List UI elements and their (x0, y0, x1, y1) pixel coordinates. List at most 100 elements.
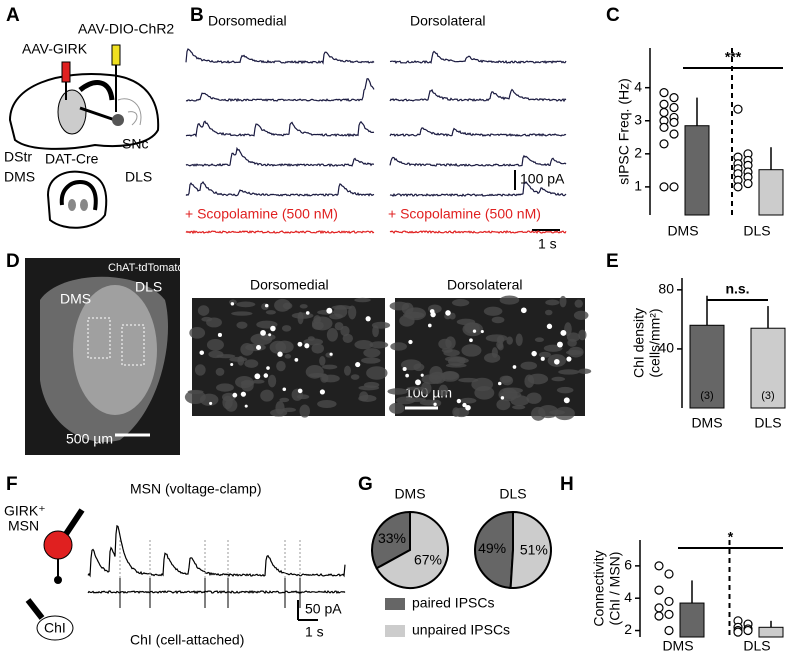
cell (305, 311, 310, 315)
texture (343, 365, 351, 376)
scale-label: 1 s (305, 624, 324, 640)
projection (78, 80, 115, 101)
cell (557, 341, 563, 348)
texture (458, 377, 479, 383)
texture (334, 322, 344, 331)
trace (389, 154, 567, 167)
x-tick-label: DLS (754, 415, 781, 431)
texture (216, 354, 236, 359)
n-label: (3) (700, 390, 713, 402)
texture (498, 387, 518, 402)
texture (438, 384, 449, 397)
texture (524, 374, 535, 388)
legend-label: unpaired IPSCs (412, 622, 510, 638)
data-point (664, 596, 674, 607)
panel-label: B (190, 5, 204, 26)
texture (559, 295, 567, 308)
scale-label: 100 pA (520, 171, 565, 187)
y-tick-label: 6 (624, 557, 632, 573)
scale-label: 50 pA (305, 601, 342, 617)
y-tick-label: 80 (658, 281, 674, 297)
y-tick-label: 40 (658, 340, 674, 356)
data-point (743, 625, 753, 636)
cell (199, 350, 205, 355)
data-point (659, 139, 669, 149)
texture (506, 336, 513, 345)
label: SNc (122, 136, 148, 152)
cell (209, 401, 213, 405)
x-tick-label: DLS (743, 638, 770, 654)
cell (319, 389, 325, 395)
y-axis-label: (cells/mm²) (647, 308, 663, 377)
texture (483, 306, 503, 316)
trace (389, 229, 567, 234)
data-point (733, 182, 743, 192)
label: DStr (4, 149, 32, 165)
data-point (669, 182, 679, 192)
texture (573, 310, 589, 320)
texture (515, 333, 523, 347)
pipette (63, 508, 85, 536)
trace (185, 120, 375, 138)
texture (544, 309, 553, 316)
texture (549, 410, 565, 415)
texture (244, 359, 259, 368)
texture (342, 333, 354, 343)
cell (402, 366, 407, 372)
texture (268, 374, 277, 388)
texture (459, 397, 477, 404)
texture (236, 321, 248, 329)
texture (578, 329, 587, 341)
title: Dorsomedial (250, 277, 329, 293)
texture (311, 343, 325, 354)
texture (443, 349, 460, 357)
data-point (654, 611, 664, 621)
panel-label: C (606, 5, 620, 26)
legend-swatch (385, 598, 405, 610)
label: GIRK⁺ (4, 503, 46, 519)
data-point (659, 107, 669, 118)
dms-site (68, 199, 76, 211)
texture (354, 297, 371, 303)
texture (359, 391, 369, 402)
texture (483, 353, 501, 363)
texture (390, 342, 407, 351)
pie-label: 33% (378, 530, 406, 546)
texture (389, 402, 405, 414)
data-point (659, 99, 669, 109)
y-axis-label: (ChI / MSN) (607, 552, 623, 626)
texture (236, 301, 256, 308)
texture (274, 298, 291, 312)
cell (462, 402, 467, 408)
cell (329, 352, 333, 356)
texture (526, 392, 542, 404)
panel-label: D (6, 251, 20, 272)
snc-dot (112, 114, 124, 126)
cell (560, 329, 567, 336)
texture (240, 342, 254, 356)
texture (405, 397, 426, 403)
texture (197, 305, 210, 316)
cell (405, 373, 409, 378)
texture (369, 341, 389, 349)
texture (567, 338, 577, 347)
trace (389, 181, 567, 198)
striatum (57, 89, 87, 135)
texture (474, 386, 495, 400)
data-point (659, 182, 669, 192)
texture (496, 335, 505, 344)
cell (260, 330, 266, 336)
label: AAV-GIRK (22, 41, 88, 57)
cell (270, 325, 276, 332)
texture (299, 304, 308, 309)
cell (546, 323, 553, 330)
cell (497, 381, 502, 386)
texture (578, 368, 592, 374)
bar (689, 324, 725, 409)
pipette (25, 598, 45, 620)
texture (447, 356, 466, 367)
texture (321, 364, 338, 370)
pie-title: DLS (499, 486, 526, 502)
data-point (654, 585, 664, 595)
cell (465, 404, 471, 411)
